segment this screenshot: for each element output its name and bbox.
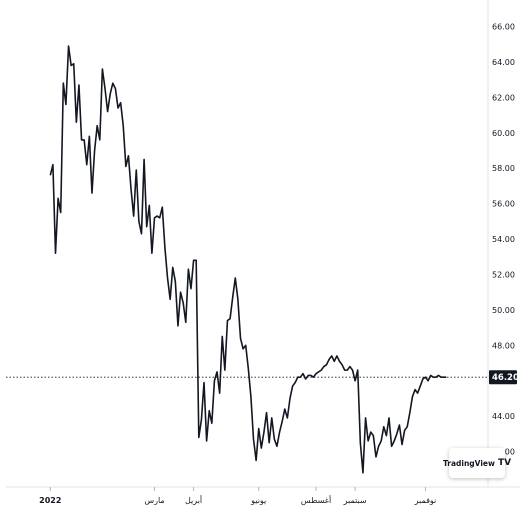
time-axis: 2022 مارس أبريل يونيو أغسطس سبتمبر نوفمبر [39, 487, 436, 505]
y-tick-label: 54.00 [492, 235, 515, 244]
x-tick-label: مارس [144, 496, 164, 505]
x-tick-label: أبريل [185, 495, 202, 505]
tradingview-logo-text: TradingView [442, 458, 495, 468]
tradingview-mark-icon: TV [497, 458, 512, 468]
y-tick-label: 58.00 [492, 164, 515, 173]
y-tick-label: 50.00 [492, 306, 515, 315]
y-tick-label: 62.00 [492, 93, 515, 102]
x-tick-label: أغسطس [301, 495, 331, 505]
y-tick-label: 56.00 [492, 200, 515, 209]
x-tick-label: نوفمبر [414, 496, 437, 505]
y-tick-label: 66.00 [492, 23, 515, 32]
last-price-badge [489, 370, 517, 385]
y-tick-label: 48.00 [492, 341, 515, 350]
price-series-line [49, 45, 447, 474]
y-tick-label: 52.00 [492, 270, 515, 279]
last-price-label: 46.20 [489, 370, 519, 385]
x-tick-label: سبتمبر [343, 496, 367, 505]
x-tick-label: يونيو [250, 496, 266, 505]
last-price-value: 46.20 [492, 373, 519, 383]
tradingview-logo[interactable]: TradingView TV [443, 448, 511, 478]
y-tick-label: 64.00 [492, 58, 515, 67]
y-tick-label: 60.00 [492, 129, 515, 138]
x-tick-label: 2022 [39, 496, 61, 505]
y-tick-label: 44.00 [492, 412, 515, 421]
